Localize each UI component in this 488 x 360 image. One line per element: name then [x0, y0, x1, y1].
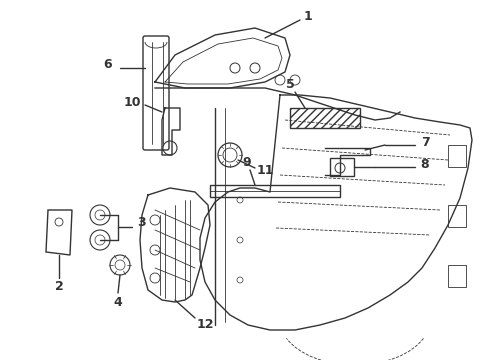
Polygon shape	[289, 108, 359, 128]
Bar	[329, 158, 353, 176]
Text: 2: 2	[55, 280, 63, 293]
Text: 5: 5	[285, 78, 294, 91]
Text: 9: 9	[242, 157, 251, 170]
Bar	[209, 185, 339, 197]
Text: 10: 10	[123, 95, 141, 108]
Text: 11: 11	[256, 163, 273, 176]
Text: 4: 4	[113, 296, 122, 309]
Polygon shape	[46, 210, 72, 255]
Text: 6: 6	[103, 58, 112, 72]
Text: 12: 12	[196, 319, 213, 332]
Bar	[447, 205, 465, 227]
Text: 8: 8	[420, 158, 428, 171]
Bar	[447, 145, 465, 167]
Text: 1: 1	[303, 9, 312, 22]
Text: 7: 7	[420, 136, 428, 149]
Bar	[447, 265, 465, 287]
Text: 3: 3	[138, 216, 146, 229]
